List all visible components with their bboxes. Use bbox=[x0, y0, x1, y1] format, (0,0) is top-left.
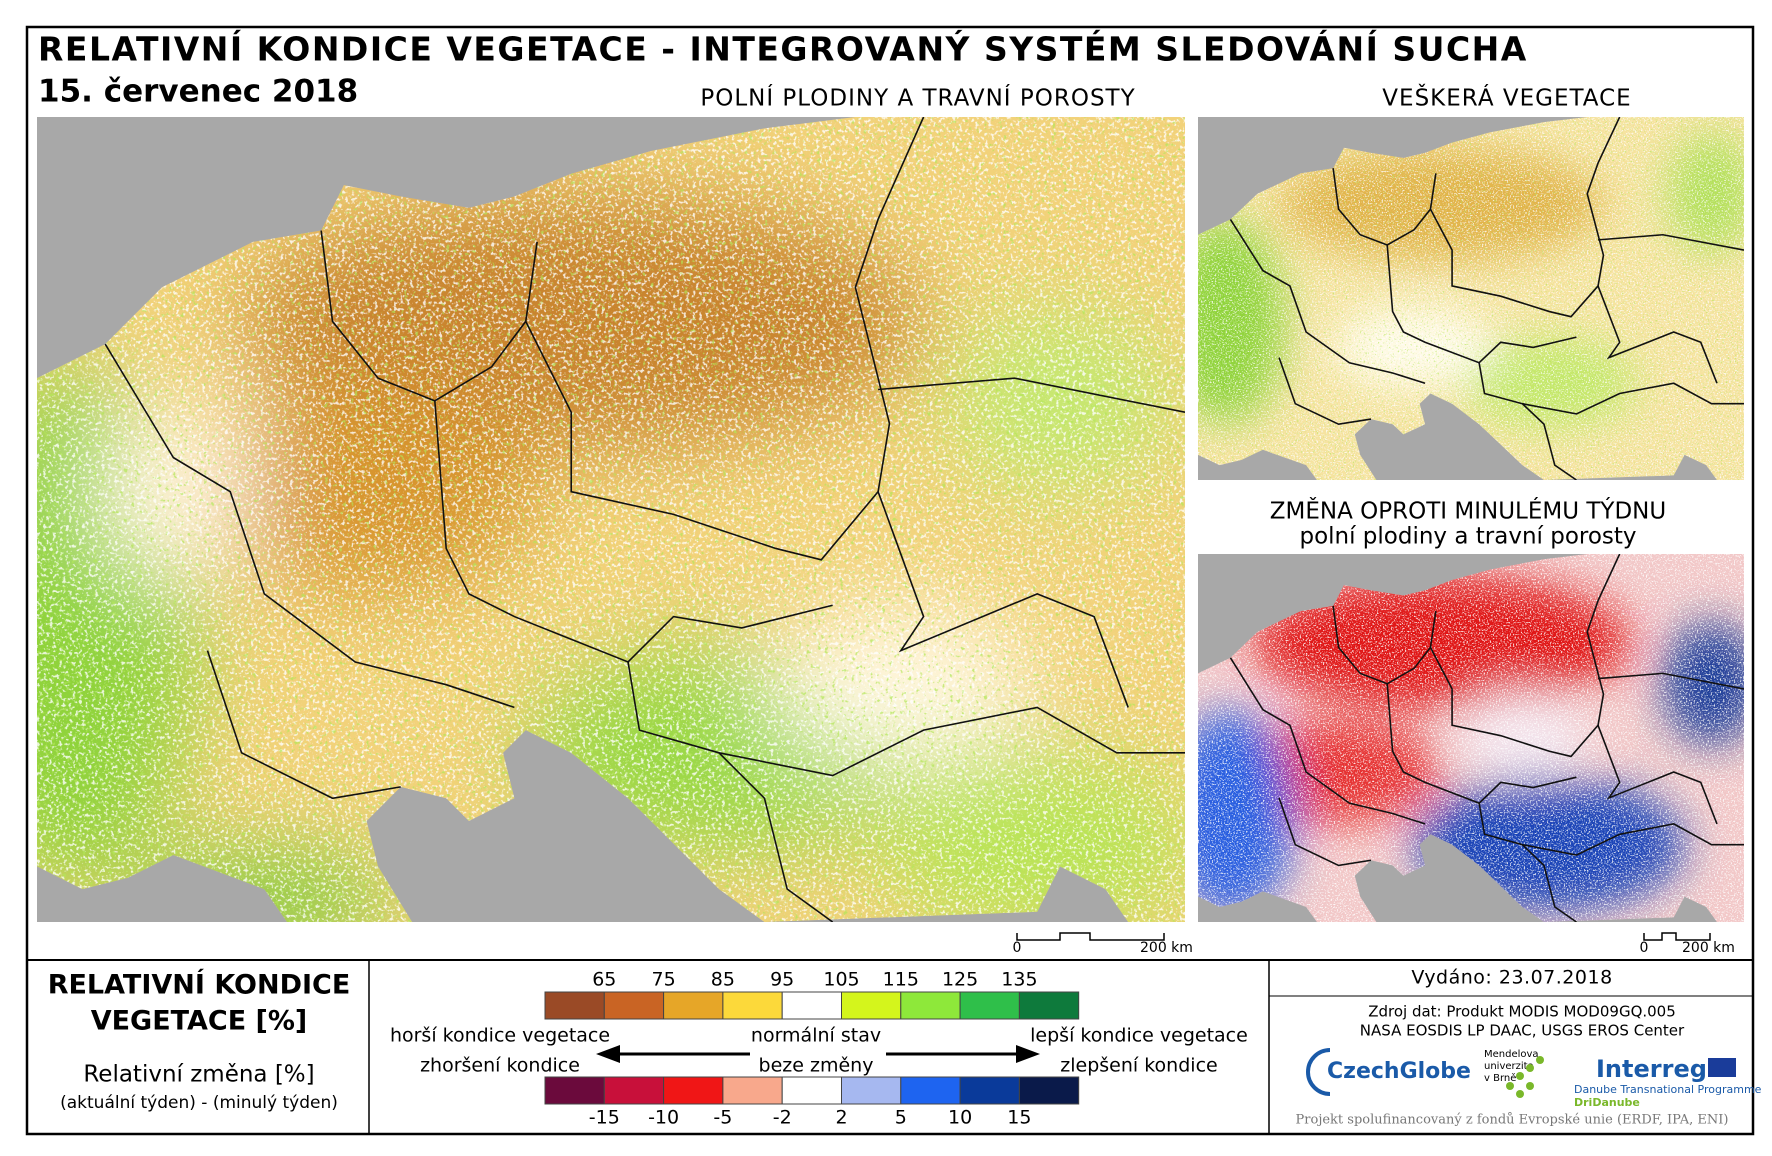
scale-label: 0 bbox=[1013, 940, 1022, 956]
legend-tick-label: 125 bbox=[942, 969, 978, 991]
legend-swatch bbox=[781, 991, 843, 1020]
legend-tick-label: 65 bbox=[592, 969, 616, 991]
logo-czechglobe: CzechGlobe bbox=[1306, 1048, 1471, 1096]
legend-label: horší kondice vegetace bbox=[390, 1025, 610, 1047]
legend-tick-label: 95 bbox=[770, 969, 794, 991]
legend-tick-label: 115 bbox=[883, 969, 919, 991]
legend-swatch bbox=[544, 1076, 605, 1105]
legend-swatch bbox=[959, 1076, 1020, 1105]
legend-swatch bbox=[1018, 1076, 1080, 1105]
logo-text: Interreg bbox=[1596, 1055, 1707, 1083]
logo-text: DriDanube bbox=[1574, 1096, 1640, 1109]
logo-text: v Brně bbox=[1484, 1072, 1516, 1084]
legend-swatch bbox=[663, 991, 724, 1020]
logo-mendel: Mendelova univerzita v Brně bbox=[1484, 1049, 1544, 1098]
legend-tick-label: -2 bbox=[773, 1107, 792, 1129]
footer: Projekt spolufinancovaný z fondů Evropsk… bbox=[1296, 1112, 1729, 1128]
logo-interreg: Interreg Danube Transnational Programme … bbox=[1574, 1055, 1762, 1109]
map-title: POLNÍ PLODINY A TRAVNÍ POROSTY bbox=[700, 84, 1135, 112]
map-subtitle: polní plodiny a travní porosty bbox=[1299, 524, 1636, 550]
change-map bbox=[1198, 554, 1744, 922]
arrow bbox=[596, 1045, 1040, 1063]
legend-swatch bbox=[841, 991, 902, 1020]
legend-swatch bbox=[722, 1076, 783, 1105]
legend-label: lepší kondice vegetace bbox=[1030, 1025, 1248, 1047]
legend-swatch bbox=[722, 991, 783, 1020]
legend-swatch bbox=[603, 991, 665, 1020]
legend-swatch bbox=[544, 991, 605, 1020]
legend-tick-label: 15 bbox=[1007, 1107, 1031, 1129]
legend-note: (aktuální týden) - (minulý týden) bbox=[60, 1093, 338, 1113]
legend-tick-label: 75 bbox=[652, 969, 676, 991]
legend-swatch bbox=[841, 1076, 902, 1105]
map-title: VEŠKERÁ VEGETACE bbox=[1382, 84, 1631, 112]
title: RELATIVNÍ KONDICE VEGETACE - INTEGROVANÝ… bbox=[38, 29, 1528, 69]
map-title: ZMĚNA OPROTI MINULÉMU TÝDNU bbox=[1270, 497, 1666, 525]
logo-text: Danube Transnational Programme bbox=[1574, 1083, 1762, 1096]
legend-label: beze změny bbox=[759, 1055, 874, 1077]
legend-title: RELATIVNÍ KONDICE bbox=[48, 969, 351, 1001]
legend-swatch bbox=[781, 1076, 843, 1105]
legend-swatch bbox=[900, 991, 961, 1020]
main-map bbox=[37, 117, 1185, 922]
issued: Vydáno: 23.07.2018 bbox=[1411, 967, 1612, 989]
logo-text: univerzita bbox=[1484, 1061, 1534, 1072]
logo-text: CzechGlobe bbox=[1327, 1059, 1471, 1084]
legend-tick-label: 10 bbox=[948, 1107, 972, 1129]
scale-bar bbox=[1016, 932, 1711, 941]
source: Zdroj dat: Produkt MODIS MOD09GQ.005 bbox=[1368, 1003, 1676, 1021]
legend-tick-label: 135 bbox=[1001, 969, 1037, 991]
legend-swatch bbox=[663, 1076, 724, 1105]
legend-tick-label: -15 bbox=[589, 1107, 620, 1129]
legend-tick-label: 5 bbox=[895, 1107, 907, 1129]
legend-tick-label: 2 bbox=[835, 1107, 847, 1129]
frame bbox=[25, 25, 1755, 1136]
date: 15. červenec 2018 bbox=[38, 74, 358, 110]
scale-label: 200 km bbox=[1682, 940, 1735, 956]
logo-text: Mendelova bbox=[1484, 1049, 1539, 1060]
legend-title: VEGETACE [%] bbox=[91, 1006, 308, 1037]
legend-subtitle: Relativní změna [%] bbox=[83, 1062, 314, 1088]
legend-label: zhoršení kondice bbox=[420, 1055, 580, 1077]
scale-label: 200 km bbox=[1140, 940, 1193, 956]
legend-bars: 65 75 85 95 105 115 125 135 -15 -10 -5 -2 2 5 10 15 bbox=[544, 969, 1080, 1129]
legend-tick-label: 85 bbox=[711, 969, 735, 991]
legend-swatch bbox=[1018, 991, 1080, 1020]
legend-tick-label: 105 bbox=[823, 969, 859, 991]
legend-swatch bbox=[959, 991, 1020, 1020]
legend-label: normální stav bbox=[751, 1025, 881, 1047]
legend-swatch bbox=[603, 1076, 665, 1105]
legend-label: zlepšení kondice bbox=[1060, 1055, 1217, 1077]
scale-label: 0 bbox=[1640, 940, 1649, 956]
legend-tick-label: -5 bbox=[713, 1107, 732, 1129]
legend-tick-label: -10 bbox=[648, 1107, 679, 1129]
source: NASA EOSDIS LP DAAC, USGS EROS Center bbox=[1360, 1022, 1685, 1040]
vegetation-map bbox=[1198, 117, 1744, 480]
legend-swatch bbox=[900, 1076, 961, 1105]
